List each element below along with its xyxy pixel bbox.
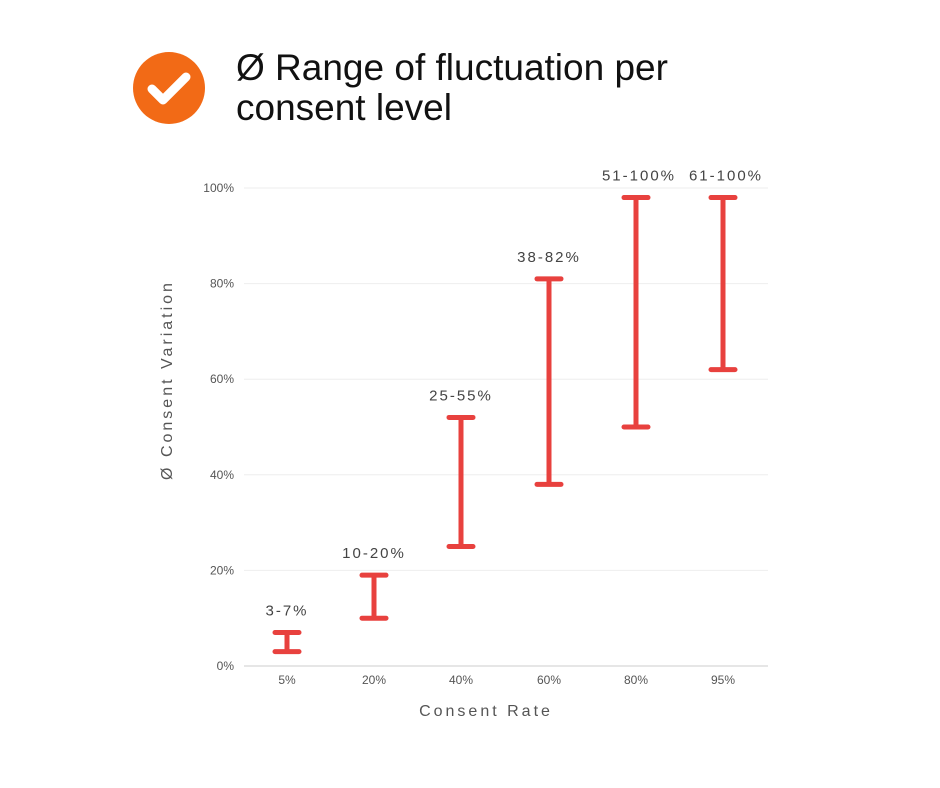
range-bar <box>446 414 476 549</box>
checkmark-icon <box>147 72 191 105</box>
data-label: 38-82% <box>517 249 581 266</box>
y-tick-label: 40% <box>210 468 234 482</box>
data-label: 25-55% <box>429 387 493 404</box>
y-tick-label: 0% <box>217 659 235 673</box>
x-tick-label: 5% <box>278 673 296 687</box>
range-bar <box>359 572 389 621</box>
chart-title: Ø Range of fluctuation per consent level <box>236 47 668 128</box>
y-tick-label: 80% <box>210 277 234 291</box>
range-bar <box>621 195 651 430</box>
data-label: 51-100% <box>602 168 676 185</box>
x-tick-label: 80% <box>624 673 648 687</box>
range-bar <box>708 195 738 373</box>
x-tick-label: 60% <box>537 673 561 687</box>
status-badge <box>133 52 205 124</box>
y-axis-ticks: 0% 20% 40% 60% 80% 100% <box>203 181 234 673</box>
y-axis-label: Ø Consent Variation <box>159 280 176 480</box>
x-axis-label: Consent Rate <box>419 703 553 720</box>
x-tick-label: 95% <box>711 673 735 687</box>
x-tick-label: 20% <box>362 673 386 687</box>
data-labels: 3-7% 10-20% 25-55% 38-82% 51-100% 61-100% <box>265 168 763 620</box>
data-label: 3-7% <box>265 603 308 620</box>
data-label: 10-20% <box>342 545 406 562</box>
x-tick-label: 40% <box>449 673 473 687</box>
y-tick-label: 20% <box>210 563 234 577</box>
range-bar <box>534 276 564 487</box>
y-tick-label: 60% <box>210 372 234 386</box>
gridlines <box>244 187 768 667</box>
y-tick-label: 100% <box>203 181 234 195</box>
x-axis-ticks: 5% 20% 40% 60% 80% 95% <box>278 673 735 687</box>
range-bar <box>272 630 302 655</box>
data-label: 61-100% <box>689 168 763 185</box>
range-bars <box>272 195 738 655</box>
